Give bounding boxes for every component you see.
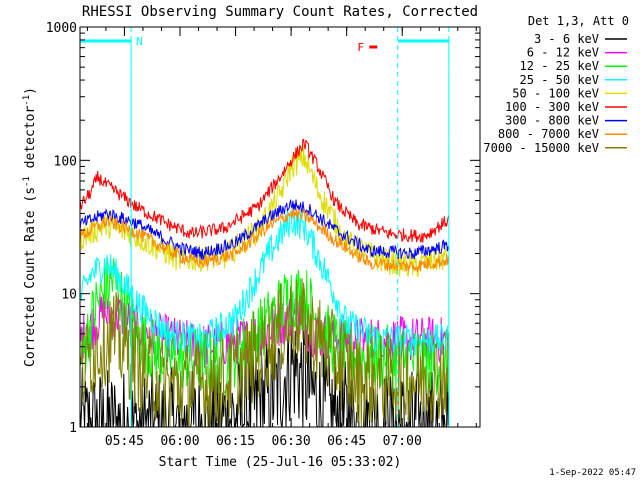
y-axis-label-main: Corrected Count Rate (s bbox=[23, 187, 38, 367]
legend-label-0: 3 - 6 keV bbox=[534, 32, 599, 46]
x-tick-label: 06:15 bbox=[216, 434, 255, 449]
y-axis-label-sup1: -1 bbox=[22, 176, 32, 187]
x-tick-label: 05:45 bbox=[105, 434, 144, 449]
y-tick-label: 100 bbox=[54, 154, 77, 169]
chart-title: RHESSI Observing Summary Count Rates, Co… bbox=[82, 4, 478, 20]
y-tick-label: 10 bbox=[61, 288, 77, 303]
x-tick-label: 06:00 bbox=[160, 434, 199, 449]
x-tick-label: 06:30 bbox=[272, 434, 311, 449]
legend-label-5: 100 - 300 keV bbox=[505, 100, 599, 114]
legend-label-1: 6 - 12 keV bbox=[527, 46, 599, 60]
legend-label-3: 25 - 50 keV bbox=[520, 73, 599, 87]
flag-label-0: N bbox=[136, 35, 143, 48]
legend-title: Det 1,3, Att 0 bbox=[528, 14, 629, 28]
y-tick-label: 1000 bbox=[46, 21, 77, 36]
date-stamp: 1-Sep-2022 05:47 bbox=[549, 468, 636, 478]
y-axis-label: Corrected Count Rate (s-1 detector-1) bbox=[22, 87, 38, 367]
series-line-7 bbox=[79, 208, 450, 273]
legend-label-6: 300 - 800 keV bbox=[505, 114, 599, 128]
legend-label-4: 50 - 100 keV bbox=[512, 86, 599, 100]
legend-label-7: 800 - 7000 keV bbox=[498, 127, 599, 141]
series-line-2 bbox=[79, 257, 450, 395]
y-axis-label-end: ) bbox=[23, 87, 38, 95]
x-tick-label: 07:00 bbox=[383, 434, 422, 449]
plot-frame bbox=[79, 26, 481, 428]
series-line-5 bbox=[79, 138, 450, 243]
series-line-8 bbox=[79, 278, 450, 429]
axis-layer: 1 10 100 1000 05:45 06:00 06:15 06:30 06:45 07:00 bbox=[46, 21, 480, 449]
y-axis-label-sup2: -1 bbox=[22, 95, 32, 106]
x-tick-label: 06:45 bbox=[327, 434, 366, 449]
legend-label-2: 12 - 25 keV bbox=[520, 59, 599, 73]
flare-flag-label: F bbox=[357, 41, 364, 54]
legend-label-8: 7000 - 15000 keV bbox=[483, 141, 599, 155]
series-line-3 bbox=[79, 209, 450, 357]
y-axis-label-mid: detector bbox=[23, 106, 38, 177]
series-line-6 bbox=[79, 199, 450, 261]
y-tick-label: 1 bbox=[69, 421, 77, 436]
x-axis-label: Start Time (25-Jul-16 05:33:02) bbox=[159, 455, 402, 470]
